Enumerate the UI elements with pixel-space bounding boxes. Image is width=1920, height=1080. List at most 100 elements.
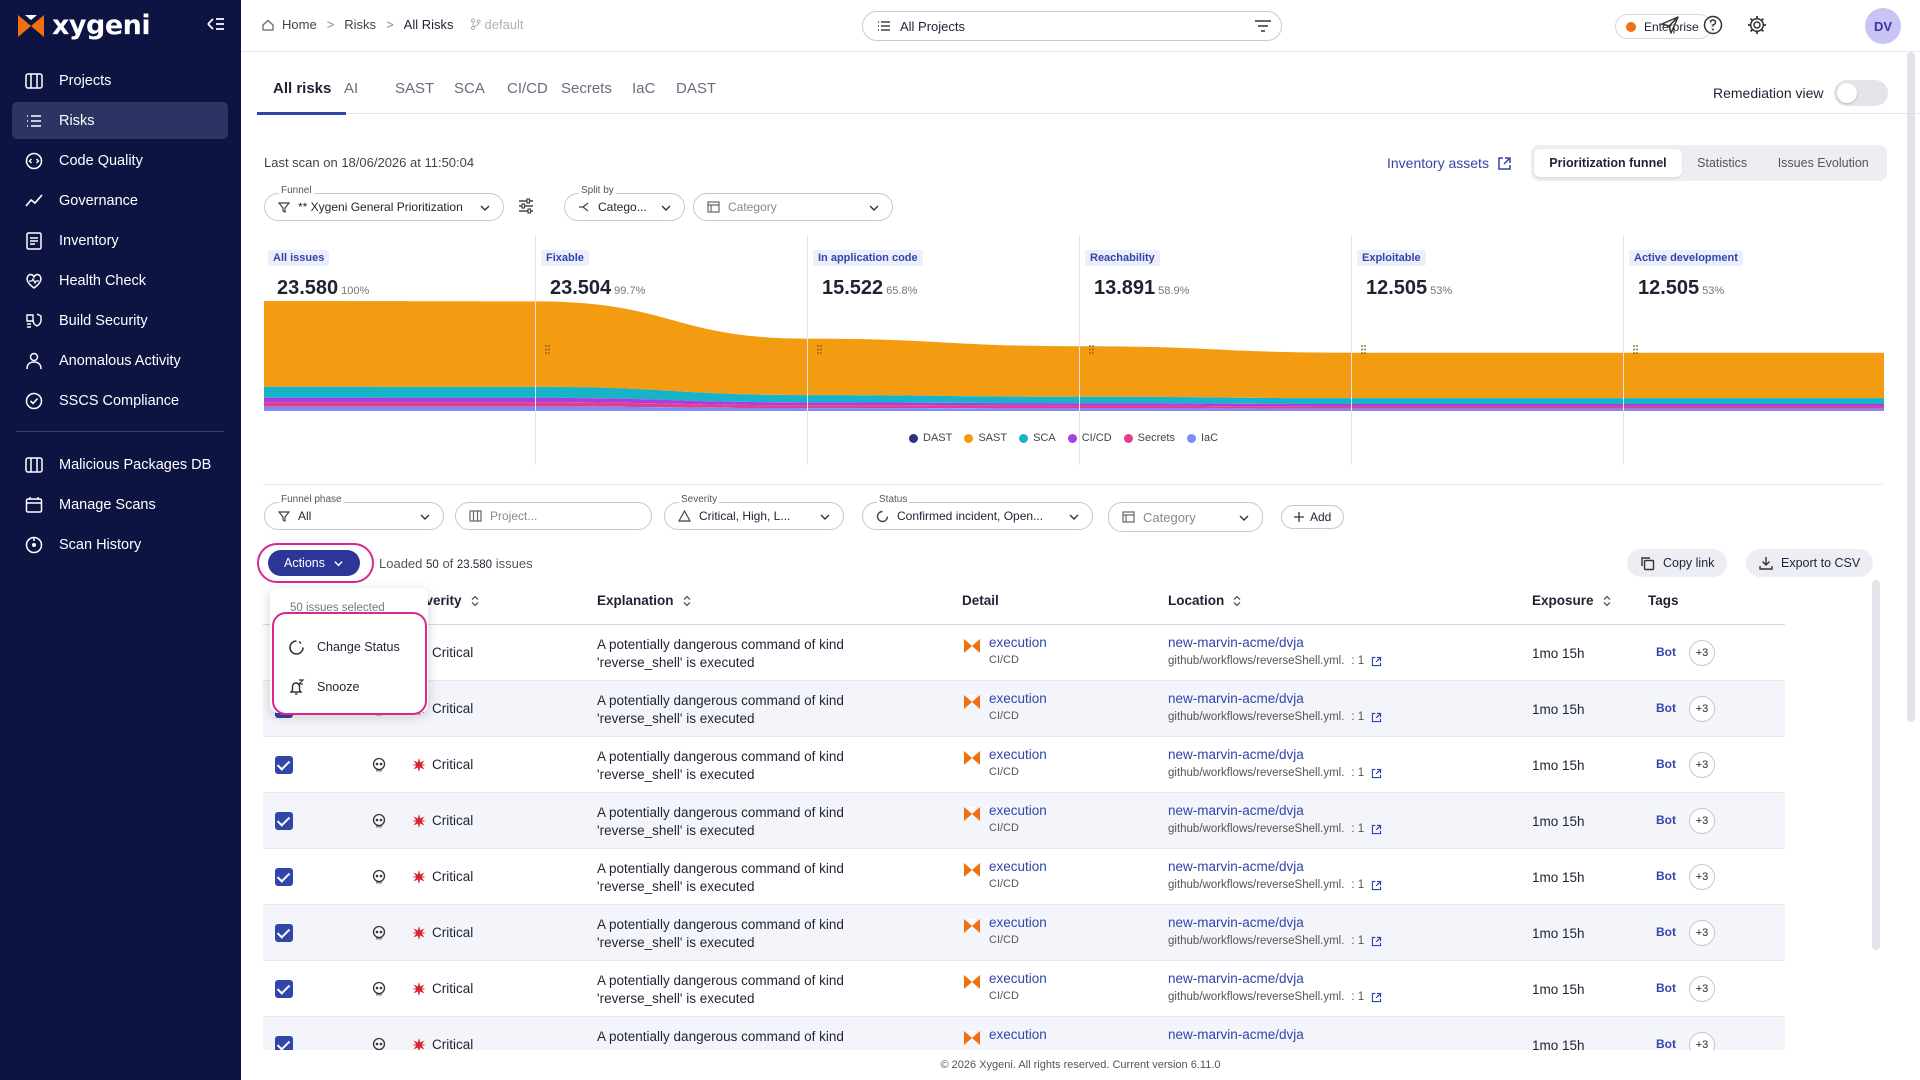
funnel-category-select[interactable]: Category (693, 193, 893, 221)
more-tags-button[interactable]: +3 (1689, 976, 1715, 1002)
funnel-stage[interactable]: Fixable 23.504 99.7% (535, 235, 807, 465)
drag-handle-icon[interactable] (1361, 345, 1366, 354)
settings-button[interactable] (1746, 14, 1770, 38)
row-checkbox[interactable] (275, 924, 293, 942)
actions-button[interactable]: Actions (268, 550, 360, 576)
split-by-select[interactable]: Split by Catego... (564, 185, 685, 221)
sidebar-item-health-check[interactable]: Health Check (12, 262, 228, 299)
column-exposure[interactable]: Exposure (1532, 593, 1612, 608)
funnel-settings-button[interactable] (517, 197, 537, 217)
funnel-select[interactable]: Funnel ** Xygeni General Prioritization (264, 185, 504, 221)
project-selector[interactable]: All Projects (862, 11, 1282, 41)
more-tags-button[interactable]: +3 (1689, 808, 1715, 834)
table-row[interactable]: Critical A potentially dangerous command … (263, 961, 1785, 1017)
legend-item-dast[interactable]: DAST (909, 432, 952, 444)
detail-link[interactable]: execution (989, 915, 1047, 930)
add-filter-button[interactable]: Add (1281, 505, 1345, 529)
tab-iac[interactable]: IaC (632, 80, 656, 97)
detail-link[interactable]: execution (989, 747, 1047, 762)
external-link-icon[interactable] (1371, 712, 1382, 723)
status-filter[interactable]: Status Confirmed incident, Open... (862, 494, 1093, 530)
funnel-stage[interactable]: In application code 15.522 65.8% (807, 235, 1079, 465)
collapse-sidebar-button[interactable] (204, 15, 230, 35)
sidebar-item-build-security[interactable]: Build Security (12, 302, 228, 339)
tag-link[interactable]: Bot (1656, 981, 1676, 995)
row-checkbox[interactable] (275, 980, 293, 998)
copy-link-button[interactable]: Copy link (1627, 549, 1728, 577)
detail-link[interactable]: execution (989, 971, 1047, 986)
external-link-icon[interactable] (1371, 656, 1382, 667)
detail-link[interactable]: execution (989, 1027, 1047, 1042)
location-repo-link[interactable]: new-marvin-acme/dvja (1168, 859, 1304, 874)
sidebar-item-sscs-compliance[interactable]: SSCS Compliance (12, 382, 228, 419)
breadcrumb-home[interactable]: Home (282, 17, 317, 32)
more-tags-button[interactable]: +3 (1689, 864, 1715, 890)
location-repo-link[interactable]: new-marvin-acme/dvja (1168, 691, 1304, 706)
legend-item-secrets[interactable]: Secrets (1123, 432, 1175, 444)
location-repo-link[interactable]: new-marvin-acme/dvja (1168, 803, 1304, 818)
inventory-assets-link[interactable]: Inventory assets (1387, 155, 1512, 171)
tag-link[interactable]: Bot (1656, 645, 1676, 659)
location-repo-link[interactable]: new-marvin-acme/dvja (1168, 635, 1304, 650)
xygeni-logo[interactable]: xygeni (16, 10, 151, 41)
external-link-icon[interactable] (1371, 992, 1382, 1003)
table-row[interactable]: Critical A potentially dangerous command … (263, 1017, 1785, 1050)
tag-link[interactable]: Bot (1656, 757, 1676, 771)
column-location[interactable]: Location (1168, 593, 1242, 608)
funnel-stage[interactable]: All issues 23.580 100% (263, 235, 535, 465)
row-checkbox[interactable] (275, 1036, 293, 1050)
view-tab-issues-evolution[interactable]: Issues Evolution (1777, 156, 1869, 170)
tab-secrets[interactable]: Secrets (561, 80, 612, 97)
legend-item-sast[interactable]: SAST (964, 432, 1007, 444)
location-repo-link[interactable]: new-marvin-acme/dvja (1168, 971, 1304, 986)
send-button[interactable] (1659, 14, 1683, 38)
page-scrollbar[interactable] (1907, 52, 1915, 722)
table-row[interactable]: Critical A potentially dangerous command … (263, 625, 1785, 681)
change-status-menu-item[interactable]: Change Status (288, 628, 400, 666)
more-tags-button[interactable]: +3 (1689, 640, 1715, 666)
sidebar-item-governance[interactable]: Governance (12, 182, 228, 219)
legend-item-iac[interactable]: IaC (1186, 432, 1218, 444)
tab-all-risks[interactable]: All risks (257, 68, 347, 115)
filter-icon[interactable] (1254, 18, 1272, 34)
tab-sca[interactable]: SCA (454, 80, 485, 97)
drag-handle-icon[interactable] (545, 345, 550, 354)
tag-link[interactable]: Bot (1656, 813, 1676, 827)
tab-ci-cd[interactable]: CI/CD (507, 80, 548, 97)
detail-link[interactable]: execution (989, 803, 1047, 818)
row-checkbox[interactable] (275, 868, 293, 886)
detail-link[interactable]: execution (989, 691, 1047, 706)
help-button[interactable] (1702, 14, 1726, 38)
table-row[interactable]: Critical A potentially dangerous command … (263, 681, 1785, 737)
table-row[interactable]: Critical A potentially dangerous command … (263, 737, 1785, 793)
user-avatar[interactable]: DV (1865, 8, 1901, 44)
external-link-icon[interactable] (1371, 936, 1382, 947)
drag-handle-icon[interactable] (1633, 345, 1638, 354)
project-filter[interactable]: Project... (455, 502, 652, 530)
view-tab-prioritization-funnel[interactable]: Prioritization funnel (1534, 149, 1682, 177)
row-checkbox[interactable] (275, 756, 293, 774)
sidebar-item-manage-scans[interactable]: Manage Scans (12, 486, 228, 523)
tab-ai[interactable]: AI (344, 80, 359, 97)
snooze-menu-item[interactable]: Snooze (288, 668, 359, 706)
more-tags-button[interactable]: +3 (1689, 752, 1715, 778)
location-repo-link[interactable]: new-marvin-acme/dvja (1168, 747, 1304, 762)
tag-link[interactable]: Bot (1656, 925, 1676, 939)
detail-link[interactable]: execution (989, 635, 1047, 650)
more-tags-button[interactable]: +3 (1689, 696, 1715, 722)
external-link-icon[interactable] (1371, 880, 1382, 891)
sidebar-item-scan-history[interactable]: Scan History (12, 526, 228, 563)
tag-link[interactable]: Bot (1656, 869, 1676, 883)
export-csv-button[interactable]: Export to CSV (1746, 549, 1874, 577)
detail-link[interactable]: execution (989, 859, 1047, 874)
table-scrollbar[interactable] (1872, 580, 1880, 950)
category-filter[interactable]: Category (1108, 502, 1263, 532)
column-severity[interactable]: everity (418, 593, 480, 608)
funnel-stage[interactable]: Exploitable 12.505 53% (1351, 235, 1623, 465)
drag-handle-icon[interactable] (1089, 345, 1094, 354)
sidebar-item-malicious-packages-db[interactable]: Malicious Packages DB (12, 446, 228, 483)
tag-link[interactable]: Bot (1656, 1037, 1676, 1050)
sidebar-item-risks[interactable]: Risks (12, 102, 228, 139)
table-row[interactable]: Critical A potentially dangerous command … (263, 793, 1785, 849)
legend-item-ci-cd[interactable]: CI/CD (1067, 432, 1112, 444)
